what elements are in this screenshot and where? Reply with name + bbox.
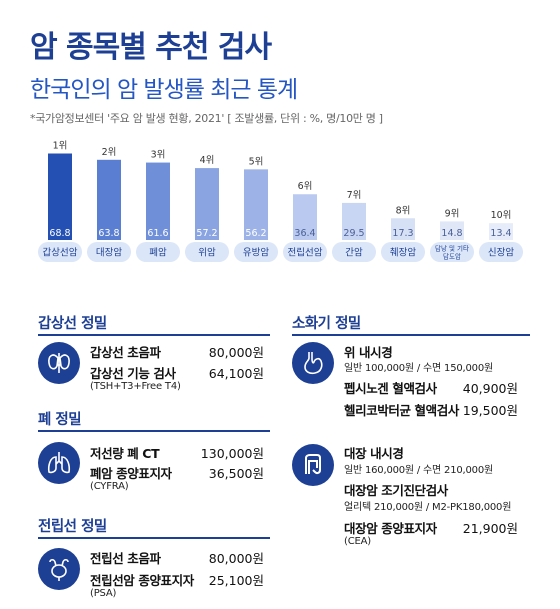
- value-label: 63.8: [98, 228, 119, 239]
- category-label: 간암: [345, 247, 363, 259]
- value-label: 57.2: [196, 228, 217, 239]
- colon-icon: [292, 444, 334, 486]
- section-title-thyroid: 갑상선 정밀: [38, 316, 107, 332]
- test-note: (TSH+T3+Free T4): [90, 381, 181, 392]
- test-note: 일반 160,000원 / 수면 210,000원: [344, 465, 493, 476]
- bar: [391, 218, 415, 240]
- rank-label: 6위: [298, 180, 313, 192]
- page-title: 암 종목별 추천 검사: [30, 30, 272, 65]
- category-label: 유방암: [243, 247, 269, 259]
- test-name: 전립선 초음파: [90, 551, 161, 566]
- value-label: 68.8: [49, 228, 70, 239]
- category-pill: [430, 242, 474, 262]
- bar: [342, 202, 366, 240]
- bar: [293, 194, 317, 240]
- rank-label: 10위: [491, 209, 512, 221]
- value-label: 36.4: [294, 228, 315, 239]
- section-title-digestive: 소화기 정밀: [292, 316, 361, 332]
- rank-label: 5위: [249, 155, 264, 167]
- cancer-incidence-chart: 1위 68.8 갑상선암 2위 63.8 대장암 3위 61.6 폐암 4위 57.2 위암 5위 56.…: [38, 140, 523, 262]
- rank-label: 3위: [151, 149, 166, 161]
- test-price: 80,000원: [208, 345, 264, 360]
- test-price: 130,000원: [200, 446, 264, 461]
- value-label: 13.4: [490, 228, 511, 239]
- bar: [440, 221, 464, 240]
- test-name: 위 내시경: [344, 345, 393, 360]
- category-label: 폐암: [149, 247, 167, 259]
- category-label: 갑상선암: [43, 247, 78, 259]
- test-name: 대장 내시경: [344, 446, 404, 461]
- section-divider-lung: [38, 430, 270, 432]
- test-price: 21,900원: [462, 521, 518, 536]
- test-name: 헬리코박터균 혈액검사: [344, 403, 459, 418]
- test-name: 저선량 폐 CT: [90, 446, 160, 461]
- bar: [195, 168, 219, 240]
- test-note: (PSA): [90, 588, 117, 599]
- test-name: 폐암 종양표지자: [90, 466, 172, 481]
- category-pill: [234, 242, 278, 262]
- category-label: 대장암: [96, 247, 122, 259]
- section-title-lung: 폐 정밀: [38, 412, 82, 428]
- test-price: 40,900원: [462, 381, 518, 396]
- category-label: 위암: [198, 247, 216, 259]
- category-pill: [136, 242, 180, 262]
- category-pill: [479, 242, 523, 262]
- rank-label: 7위: [347, 189, 362, 201]
- bar: [48, 153, 72, 240]
- lungs-icon: [38, 442, 80, 484]
- test-name: 갑상선 기능 검사: [90, 366, 176, 381]
- category-label: 전립선암: [288, 247, 323, 259]
- rank-label: 8위: [396, 204, 411, 216]
- test-name: 대장암 조기진단검사: [344, 483, 448, 498]
- test-name: 전립선암 종양표지자: [90, 573, 194, 588]
- stomach-icon: [292, 342, 334, 384]
- section-divider-thyroid: [38, 334, 270, 336]
- value-label: 56.2: [245, 228, 266, 239]
- rank-label: 4위: [200, 154, 215, 166]
- category-label: 담도암: [443, 253, 461, 261]
- bar: [489, 223, 513, 240]
- test-name: 갑상선 초음파: [90, 345, 161, 360]
- test-price: 25,100원: [208, 573, 264, 588]
- value-label: 14.8: [441, 228, 462, 239]
- rank-label: 1위: [53, 140, 68, 152]
- test-note: (CEA): [344, 536, 371, 547]
- rank-label: 9위: [445, 207, 460, 219]
- category-label: 담낭 및 기타: [435, 244, 469, 253]
- category-pill: [381, 242, 425, 262]
- bar: [146, 162, 170, 240]
- section-title-prostate: 전립선 정밀: [38, 519, 107, 535]
- test-note: 얼리텍 210,000원 / M2-PK180,000원: [344, 502, 512, 513]
- prostate-icon: [38, 548, 80, 590]
- test-note: 일반 100,000원 / 수면 150,000원: [344, 363, 493, 374]
- rank-label: 2위: [102, 146, 117, 158]
- test-price: 80,000원: [208, 551, 264, 566]
- test-price: 36,500원: [208, 466, 264, 481]
- category-pill: [87, 242, 131, 262]
- category-pill: [283, 242, 327, 262]
- source-note: *국가암정보센터 '주요 암 발생 현황, 2021' [ 조발생률, 단위 :…: [30, 112, 383, 125]
- bar: [244, 169, 268, 240]
- test-name: 펩시노겐 혈액검사: [344, 381, 437, 396]
- category-pill: [38, 242, 82, 262]
- category-pill: [332, 242, 376, 262]
- category-label: 신장암: [488, 247, 514, 259]
- bar: [97, 159, 121, 240]
- category-pill: [185, 242, 229, 262]
- value-label: 61.6: [147, 228, 168, 239]
- test-price: 19,500원: [462, 403, 518, 418]
- page-subtitle: 한국인의 암 발생률 최근 통계: [30, 77, 298, 103]
- value-label: 29.5: [343, 228, 364, 239]
- value-label: 17.3: [392, 228, 413, 239]
- test-name: 대장암 종양표지자: [344, 521, 437, 536]
- test-price: 64,100원: [208, 366, 264, 381]
- category-label: 췌장암: [390, 247, 416, 259]
- thyroid-icon: [38, 342, 80, 384]
- section-divider-digestive: [292, 334, 530, 336]
- section-divider-prostate: [38, 537, 270, 539]
- test-note: (CYFRA): [90, 481, 129, 492]
